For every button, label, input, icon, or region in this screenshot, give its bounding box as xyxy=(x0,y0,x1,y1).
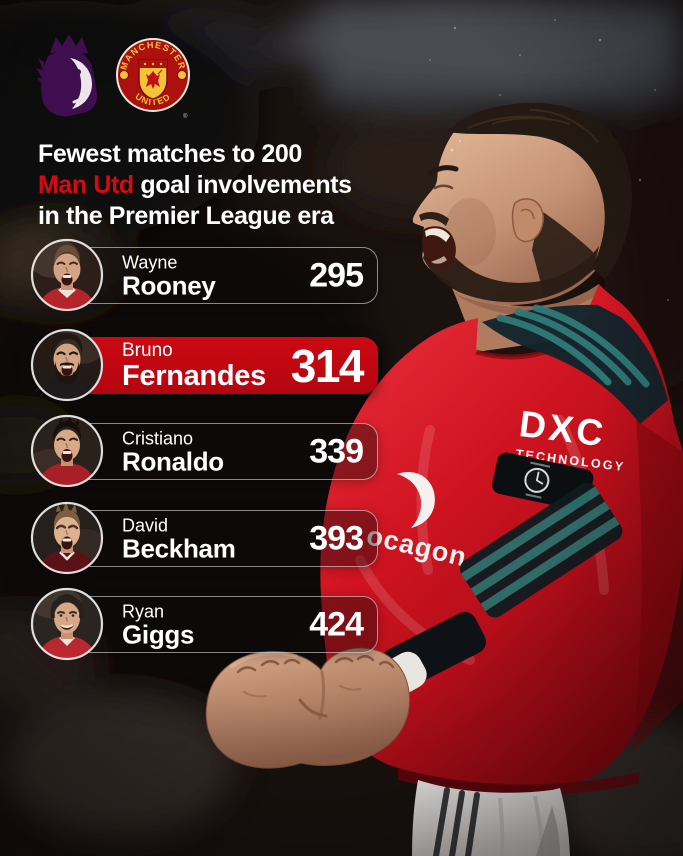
row-pill-highlighted xyxy=(56,337,378,394)
player-first-name: Bruno xyxy=(122,339,173,361)
player-name: Ryan Giggs xyxy=(122,601,194,648)
headline-line-1: Fewest matches to 200 xyxy=(38,140,302,168)
mu-rosette-left xyxy=(119,70,129,80)
pl-crown-icon xyxy=(50,34,88,53)
row-pill xyxy=(56,247,378,304)
player-last-name: Ronaldo xyxy=(122,446,224,476)
header-logos: MANCHESTER UNITED ® xyxy=(34,28,192,122)
avatar-david-beckham xyxy=(30,501,104,575)
avatar-ryan-giggs xyxy=(30,587,104,661)
player-name: Wayne Rooney xyxy=(122,252,216,299)
headline-line-3: in the Premier League era xyxy=(38,202,334,230)
pl-lion-face xyxy=(70,58,92,109)
player-row-cristiano-ronaldo: Cristiano Ronaldo 339 xyxy=(30,414,378,488)
player-row-bruno-fernandes: Bruno Fernandes 314 xyxy=(30,328,378,402)
premier-league-logo xyxy=(36,34,98,117)
row-pill xyxy=(56,596,378,653)
player-match-count: 295 xyxy=(309,256,364,294)
player-match-count-highlighted: 314 xyxy=(290,339,365,392)
headline-club-name: Man Utd xyxy=(38,171,134,199)
player-name: Cristiano Ronaldo xyxy=(122,428,224,475)
player-match-count: 393 xyxy=(309,519,364,557)
player-name: David Beckham xyxy=(122,515,236,562)
pl-lion-eye xyxy=(75,69,81,75)
player-row-wayne-rooney: Wayne Rooney 295 xyxy=(30,238,378,312)
manchester-united-crest: MANCHESTER UNITED ® xyxy=(116,38,190,120)
avatar-wayne-rooney xyxy=(30,238,104,312)
headline-line-2: Man Utd goal involvements xyxy=(38,171,352,199)
mu-red-devil-icon xyxy=(146,71,160,89)
player-first-name: Wayne xyxy=(122,252,178,272)
player-last-name: Giggs xyxy=(122,619,195,649)
mu-registered-mark: ® xyxy=(183,113,188,120)
player-name: Bruno Fernandes xyxy=(122,339,266,392)
avatar-bruno-fernandes xyxy=(30,328,104,402)
avatar-cristiano-ronaldo xyxy=(30,414,104,488)
player-first-name: Cristiano xyxy=(122,428,194,448)
player-match-count: 424 xyxy=(309,605,364,643)
row-pill xyxy=(56,510,378,567)
pl-mane-icon xyxy=(36,58,44,86)
player-first-name: Ryan xyxy=(122,601,165,621)
headline: Fewest matches to 200 Man Utd goal invol… xyxy=(38,139,352,232)
row-pill xyxy=(56,423,378,480)
player-row-ryan-giggs: Ryan Giggs 424 xyxy=(30,587,378,661)
player-row-david-beckham: David Beckham 393 xyxy=(30,501,378,575)
mu-devil-trident xyxy=(157,69,163,75)
player-last-name: Rooney xyxy=(122,270,216,300)
player-first-name: David xyxy=(122,515,169,535)
player-last-name: Fernandes xyxy=(122,359,266,392)
mu-rosette-right xyxy=(177,70,187,80)
player-last-name: Beckham xyxy=(122,533,236,563)
player-match-count: 339 xyxy=(309,432,364,470)
pl-lion-jaw xyxy=(72,89,90,104)
